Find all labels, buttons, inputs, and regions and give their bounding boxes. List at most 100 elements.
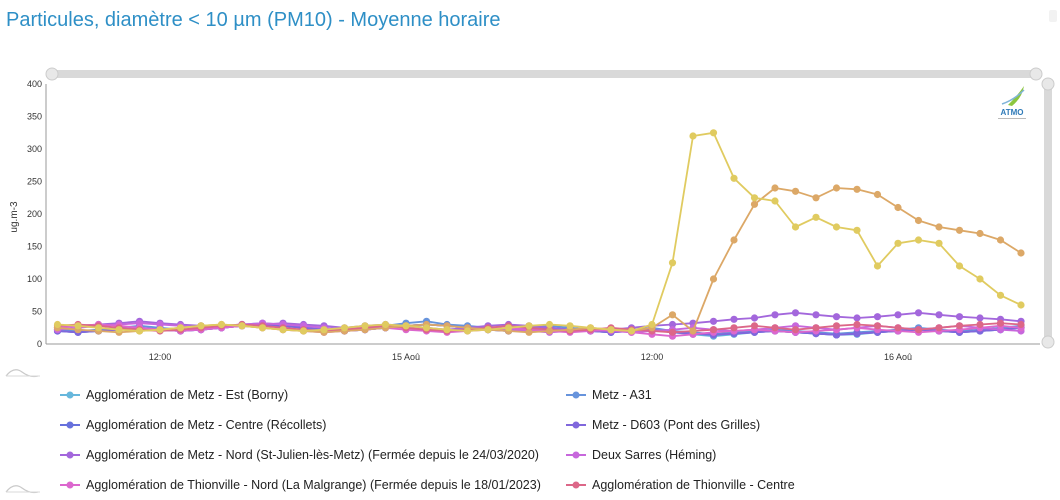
- legend-label: Agglomération de Thionville - Centre: [592, 478, 795, 492]
- data-point: [176, 324, 185, 332]
- data-point: [750, 322, 759, 330]
- data-point: [115, 326, 123, 334]
- data-point: [894, 239, 902, 247]
- data-point: [689, 132, 697, 140]
- data-point: [709, 317, 718, 325]
- legend-item[interactable]: Agglomération de Metz - Nord (St-Julien-…: [60, 445, 539, 465]
- data-point: [238, 322, 246, 330]
- data-point: [812, 213, 820, 221]
- data-point: [463, 327, 472, 335]
- y-tick-label: 100: [27, 274, 42, 284]
- y-tick-label: 400: [27, 79, 42, 89]
- data-point: [484, 326, 492, 334]
- data-point: [791, 326, 800, 334]
- data-point: [1017, 320, 1025, 329]
- data-point: [545, 320, 554, 329]
- data-point: [812, 194, 820, 202]
- scrollbar-start-grip[interactable]: [45, 67, 59, 81]
- data-point: [935, 311, 943, 319]
- data-point: [873, 313, 882, 321]
- legend-marker-icon: [566, 481, 586, 489]
- data-point: [730, 236, 738, 244]
- chart: 0 50 100 150 200 250 300 350 400 12:00 15 Aoû 12:0…: [9, 67, 1055, 362]
- data-point: [94, 324, 103, 332]
- data-point: [996, 319, 1005, 327]
- data-point: [668, 259, 677, 267]
- legend-item[interactable]: Agglomération de Thionville - Centre: [566, 475, 795, 495]
- data-point: [525, 328, 533, 336]
- legend-item[interactable]: Deux Sarres (Héming): [566, 445, 716, 465]
- data-point: [976, 314, 984, 322]
- data-point: [894, 324, 902, 332]
- y-tick-label: 0: [37, 339, 42, 349]
- data-point: [853, 185, 861, 193]
- data-point: [812, 324, 820, 332]
- chart-scrollbar[interactable]: [45, 67, 1043, 81]
- data-point: [320, 326, 328, 334]
- data-point: [935, 223, 943, 231]
- data-point: [730, 174, 738, 182]
- vertical-scrollbar-top-grip[interactable]: [1041, 77, 1055, 91]
- scrollbar-end-grip[interactable]: [1029, 67, 1043, 81]
- x-tick-label: 16 Aoû: [884, 352, 912, 362]
- data-point: [832, 223, 841, 231]
- atmo-logo: ATMO: [998, 86, 1026, 119]
- data-point: [873, 190, 882, 199]
- data-point: [935, 324, 943, 332]
- data-point: [668, 320, 677, 329]
- data-point: [976, 320, 984, 329]
- y-tick-label: 50: [32, 307, 42, 317]
- data-point: [832, 184, 841, 192]
- y-tick-label: 350: [27, 112, 42, 122]
- data-point: [914, 216, 923, 225]
- legend-item[interactable]: Agglomération de Thionville - Nord (La M…: [60, 475, 541, 495]
- data-point: [402, 322, 410, 330]
- data-point: [771, 324, 779, 332]
- x-tick-label: 12:00: [149, 352, 172, 362]
- data-point: [504, 324, 513, 332]
- vertical-scrollbar-bottom-grip[interactable]: [1041, 335, 1055, 349]
- data-point: [648, 320, 656, 329]
- data-point: [1017, 301, 1025, 309]
- data-point: [853, 226, 861, 234]
- data-point: [976, 229, 984, 238]
- legend-marker-icon: [566, 421, 586, 429]
- vertical-scrollbar-track[interactable]: [1044, 82, 1052, 344]
- data-point: [525, 322, 533, 330]
- data-point: [217, 320, 226, 329]
- data-point: [955, 226, 964, 234]
- legend-label: Agglomération de Metz - Nord (St-Julien-…: [86, 448, 539, 462]
- data-point: [586, 324, 595, 332]
- data-point: [853, 330, 861, 338]
- legend-label: Agglomération de Thionville - Nord (La M…: [86, 478, 541, 492]
- data-point: [750, 314, 759, 322]
- data-point: [832, 331, 841, 339]
- data-point: [607, 326, 615, 334]
- data-point: [197, 322, 205, 330]
- data-point: [668, 328, 677, 336]
- vertical-scrollbar[interactable]: [1041, 77, 1055, 349]
- menu-button[interactable]: [1049, 10, 1057, 22]
- legend-item[interactable]: Metz - A31: [566, 385, 652, 405]
- data-point: [935, 239, 943, 247]
- data-point: [853, 320, 861, 329]
- legend-marker-icon: [60, 451, 80, 459]
- data-point: [381, 320, 390, 329]
- data-point: [853, 314, 861, 322]
- legend-item[interactable]: Agglomération de Metz - Centre (Récollet…: [60, 415, 326, 435]
- scrollbar-track[interactable]: [50, 70, 1038, 78]
- data-point: [791, 223, 800, 231]
- legend-item[interactable]: Agglomération de Metz - Est (Borny): [60, 385, 288, 405]
- legend-marker-icon: [566, 451, 586, 459]
- data-point: [771, 184, 779, 192]
- data-point: [709, 275, 718, 283]
- page-title: Particules, diamètre < 10 µm (PM10) - Mo…: [6, 9, 501, 31]
- data-point: [443, 326, 451, 334]
- data-point: [1017, 249, 1025, 257]
- data-point: [299, 327, 308, 335]
- data-point: [361, 322, 369, 330]
- legend-item[interactable]: Metz - D603 (Pont des Grilles): [566, 415, 760, 435]
- legend-label: Metz - D603 (Pont des Grilles): [592, 418, 761, 432]
- data-point: [566, 322, 574, 330]
- data-point: [873, 322, 882, 330]
